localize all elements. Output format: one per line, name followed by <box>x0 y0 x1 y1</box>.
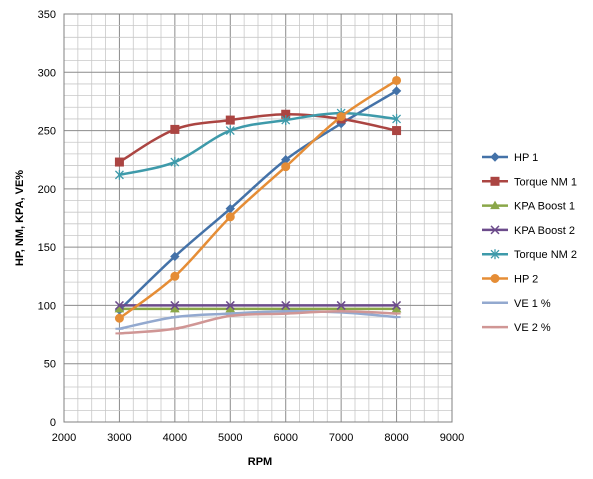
legend-label: KPA Boost 1 <box>514 201 575 213</box>
x-tick-label: 5000 <box>218 432 242 444</box>
data-point <box>281 115 291 126</box>
legend-label: KPA Boost 2 <box>514 225 575 237</box>
data-point <box>225 212 235 222</box>
legend-label: Torque NM 1 <box>514 176 577 188</box>
legend-swatch-marker <box>490 176 500 186</box>
legend-swatch-marker <box>490 225 500 235</box>
data-point <box>392 75 402 85</box>
legend-item: KPA Boost 2 <box>482 225 575 237</box>
y-tick-label: 200 <box>38 184 56 196</box>
series-line <box>118 79 398 320</box>
y-axis-label: HP, NM, KPA, VE% <box>14 170 26 266</box>
legend-item: KPA Boost 1 <box>482 200 575 213</box>
legend-item: Torque NM 1 <box>482 176 577 188</box>
data-point <box>225 300 235 310</box>
x-tick-label: 2000 <box>52 432 76 444</box>
legend-item: HP 2 <box>482 274 538 286</box>
data-point <box>170 300 180 310</box>
data-point <box>392 300 402 310</box>
series-group <box>114 75 402 323</box>
legend-label: HP 2 <box>514 274 538 286</box>
chart-axes <box>63 13 453 423</box>
series-group <box>114 300 402 310</box>
series-group <box>115 310 401 335</box>
y-tick-label: 50 <box>44 359 56 371</box>
y-tick-label: 300 <box>38 67 56 79</box>
data-point <box>225 125 235 136</box>
data-point <box>225 115 235 125</box>
legend-swatch-marker <box>490 274 500 283</box>
data-point <box>336 300 346 310</box>
legend-label: HP 1 <box>514 152 538 164</box>
y-tick-label: 150 <box>38 242 56 254</box>
y-tick-label: 350 <box>38 9 56 21</box>
x-tick-label: 3000 <box>107 432 131 444</box>
x-tick-label: 6000 <box>273 432 297 444</box>
legend-item: VE 2 % <box>482 322 551 334</box>
data-point <box>114 169 124 180</box>
legend-item: Torque NM 2 <box>482 249 577 261</box>
data-point <box>391 86 402 96</box>
data-point <box>170 124 180 134</box>
data-point <box>114 313 124 323</box>
legend-item: HP 1 <box>482 152 538 164</box>
legend-swatch-marker <box>490 152 500 162</box>
x-tick-label: 9000 <box>440 432 464 444</box>
data-point <box>392 126 402 136</box>
chart-grid <box>63 13 453 423</box>
chart-series <box>114 75 402 335</box>
data-point <box>170 271 180 281</box>
y-tick-label: 0 <box>50 417 56 429</box>
series-line <box>118 309 398 330</box>
data-point <box>336 112 346 122</box>
data-point <box>114 300 124 310</box>
x-tick-label: 4000 <box>163 432 187 444</box>
legend-label: Torque NM 2 <box>514 249 577 261</box>
data-point <box>170 157 180 168</box>
y-tick-label: 100 <box>38 300 56 312</box>
legend-label: VE 1 % <box>514 298 551 310</box>
chart-tick-labels: 2000 3000 4000 5000 6000 7000 8000 9000 0 50 100 15… <box>38 9 465 444</box>
legend-swatch-marker <box>490 200 500 210</box>
data-point <box>170 251 180 262</box>
legend-label: VE 2 % <box>514 322 551 334</box>
data-point <box>114 157 124 167</box>
y-tick-label: 250 <box>38 126 56 138</box>
x-axis-label: RPM <box>248 456 272 468</box>
x-tick-label: 7000 <box>329 432 353 444</box>
chart-legend: HP 1 Torque NM 1 KPA Boost 1 KPA Boost 2 Tor… <box>482 152 577 334</box>
series-line <box>118 310 398 335</box>
data-point <box>281 300 291 310</box>
x-tick-label: 8000 <box>384 432 408 444</box>
legend-item: VE 1 % <box>482 298 551 310</box>
legend-swatch-marker <box>490 249 500 260</box>
data-point <box>392 113 402 124</box>
data-point <box>281 162 291 172</box>
